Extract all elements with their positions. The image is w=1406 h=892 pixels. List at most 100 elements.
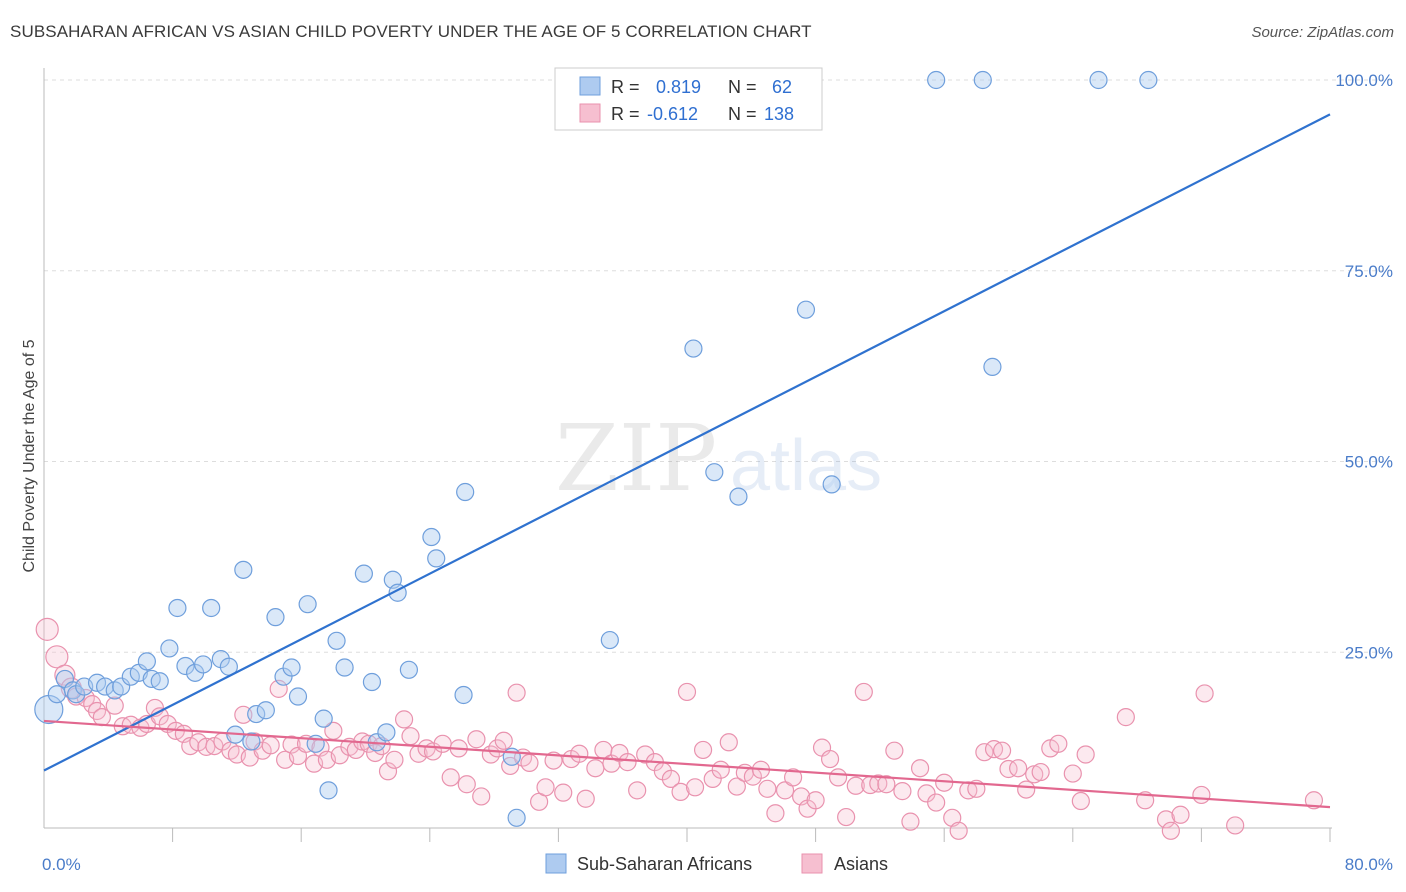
sub-saharan-africans-point [314,709,333,728]
watermark-atlas: atlas [730,426,882,506]
sub-saharan-africans-point [1089,70,1108,90]
sub-saharan-africans-point [822,475,841,494]
y-tick-label: 75.0% [1345,262,1393,281]
sub-saharan-africans-point [1139,70,1158,90]
asians-point [719,733,738,752]
series-legend-swatch-pink [801,853,823,874]
y-tick-label: 25.0% [1345,643,1393,662]
sub-saharan-africans-point [95,677,115,696]
asians-point [661,769,681,789]
legend-r-value-1: 0.819 [656,77,701,97]
asians-point [87,701,107,721]
sub-saharan-africans-point [288,687,308,706]
sub-saharan-africans-point [137,652,156,671]
asians-point [457,775,476,794]
asians-point [618,753,637,772]
sub-saharan-africans-point [327,631,346,650]
sub-saharan-africans-point [194,655,213,674]
sub-saharan-africans-point [47,685,66,704]
sub-saharan-africans-point [684,339,703,358]
sub-saharan-africans-point [298,595,317,614]
sub-saharan-africans-point [354,564,373,583]
asians-point [570,744,589,763]
y-tick-label: 100.0% [1335,71,1393,90]
x-axis-minor-ticks [172,828,1331,842]
asians-point [846,776,865,795]
asians-point [1031,762,1050,782]
sub-saharan-africans-point [983,357,1002,376]
asians-point [885,741,904,760]
asians-point [378,762,398,781]
legend-n-value-1: 62 [772,77,792,97]
asians-point [910,759,930,778]
asians-point [385,750,404,769]
series-legend-swatch-blue [545,853,567,874]
sub-saharan-africans-point [973,70,992,90]
asians-point [45,645,69,669]
sub-saharan-africans-point [507,808,526,827]
asians-point [261,736,280,755]
asians-point [917,784,936,803]
asians-point [806,791,825,810]
sub-saharan-africans-point [454,685,473,705]
asians-point [711,760,730,779]
asians-point [949,821,968,840]
watermark-zip: ZIP [555,405,717,512]
asians-point [1116,708,1135,727]
sub-saharan-africans-point [362,672,382,692]
asians-point [877,775,896,794]
asians-point [554,783,573,802]
asians-point [433,734,452,753]
asians-point [677,682,697,702]
asians-point [576,789,595,808]
y-tick-label: 50.0% [1345,453,1393,472]
sub-saharan-africans-point [234,560,253,579]
asians-point [854,682,873,702]
asians-point [671,782,690,801]
asians-point [727,777,746,796]
asians-point [1156,810,1176,829]
sub-saharan-africans-point [112,677,131,696]
asians-point [1071,791,1090,811]
legend-swatch-pink [579,103,601,123]
trend-lines [43,113,1331,809]
asians-point [783,768,803,787]
legend-n-label-2: N = [728,104,757,124]
legend-n-value-2: 138 [764,104,794,124]
sub-saharan-africans-point [266,608,285,627]
sub-saharan-africans-point [927,70,946,90]
axes [43,68,1332,829]
asians-point [536,778,555,797]
asians-point [1017,780,1036,799]
asians-point [893,782,912,801]
legend-r-label-2: R = [611,104,640,124]
asians-point [636,745,655,764]
legend-r-label-1: R = [611,77,640,97]
x-tick-label: 0.0% [42,855,81,874]
asians-point [992,741,1012,760]
asians-point [829,768,848,787]
sub-saharan-africans-point [256,701,275,720]
asians-point [520,753,539,772]
asians-point [282,735,301,754]
sub-saharan-africans-point [399,660,419,679]
asians-point [105,696,124,715]
series-legend-label-blue: Sub-Saharan Africans [577,854,752,874]
asians-point [775,781,795,800]
asians-point [54,664,76,686]
sub-saharan-africans-point [168,598,187,618]
asians-point [501,756,520,776]
asians-point [758,779,777,798]
sub-saharan-africans-point [150,672,169,691]
asians-point [628,781,647,800]
sub-saharan-africans-point [377,723,396,742]
sub-saharan-africans-point [282,658,301,677]
asians-point [999,759,1018,779]
asians-point [685,778,705,797]
asians-point [1304,791,1324,810]
asians-point [467,730,486,749]
asians-point [234,705,253,724]
asians-point [1049,734,1068,753]
x-tick-label: 80.0% [1345,855,1393,874]
